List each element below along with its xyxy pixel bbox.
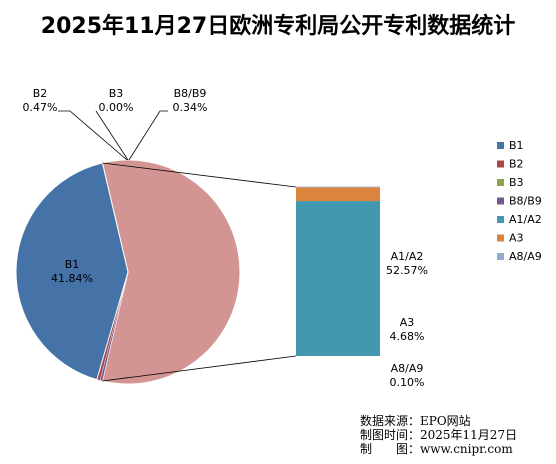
data-label-b8-b9: B8/B9 xyxy=(174,87,207,100)
legend-label-a3: A3 xyxy=(509,232,524,245)
data-value-a1-a2: 52.57% xyxy=(386,264,428,277)
legend-label-b2: B2 xyxy=(509,158,524,171)
legend-label-a1-a2: A1/A2 xyxy=(509,213,542,226)
data-value-b1: 41.84% xyxy=(51,272,93,285)
legend-label-b3: B3 xyxy=(509,176,524,189)
data-label-a1-a2: A1/A2 xyxy=(391,250,424,263)
legend-swatch-b1 xyxy=(497,142,504,149)
data-value-a8-a9: 0.10% xyxy=(390,376,425,389)
data-label-b3: B3 xyxy=(109,87,124,100)
data-label-a3: A3 xyxy=(400,316,415,329)
data-value-b3: 0.00% xyxy=(99,101,134,114)
leader-line-b8-b9 xyxy=(129,111,168,160)
legend-label-b1: B1 xyxy=(509,139,524,152)
bar-segment-a8-a9 xyxy=(296,187,380,188)
footer-source: 数据来源：EPO网站 xyxy=(360,414,517,428)
legend-swatch-b8-b9 xyxy=(497,198,504,205)
data-label-b1: B1 xyxy=(65,258,80,271)
data-value-a3: 4.68% xyxy=(390,330,425,343)
data-label-b2: B2 xyxy=(33,87,48,100)
leader-line-b2 xyxy=(58,111,127,160)
data-label-a8-a9: A8/A9 xyxy=(391,362,424,375)
legend-swatch-b2 xyxy=(497,161,504,168)
leader-line-b3 xyxy=(96,111,128,160)
legend-swatch-b3 xyxy=(497,179,504,186)
footer: 数据来源：EPO网站 制图时间：2025年11月27日 制 图：www.cnip… xyxy=(360,414,517,456)
footer-time: 制图时间：2025年11月27日 xyxy=(360,428,517,442)
data-value-b8-b9: 0.34% xyxy=(173,101,208,114)
legend-swatch-a1-a2 xyxy=(497,216,504,223)
legend-swatch-a3 xyxy=(497,235,504,242)
legend-swatch-a8-a9 xyxy=(497,253,504,260)
footer-maker: 制 图：www.cnipr.com xyxy=(360,442,517,456)
legend-label-b8-b9: B8/B9 xyxy=(509,195,542,208)
data-value-b2: 0.47% xyxy=(23,101,58,114)
bar-segment-a3 xyxy=(296,187,380,201)
bar-segment-a1-a2 xyxy=(296,201,380,356)
legend-label-a8-a9: A8/A9 xyxy=(509,250,542,263)
